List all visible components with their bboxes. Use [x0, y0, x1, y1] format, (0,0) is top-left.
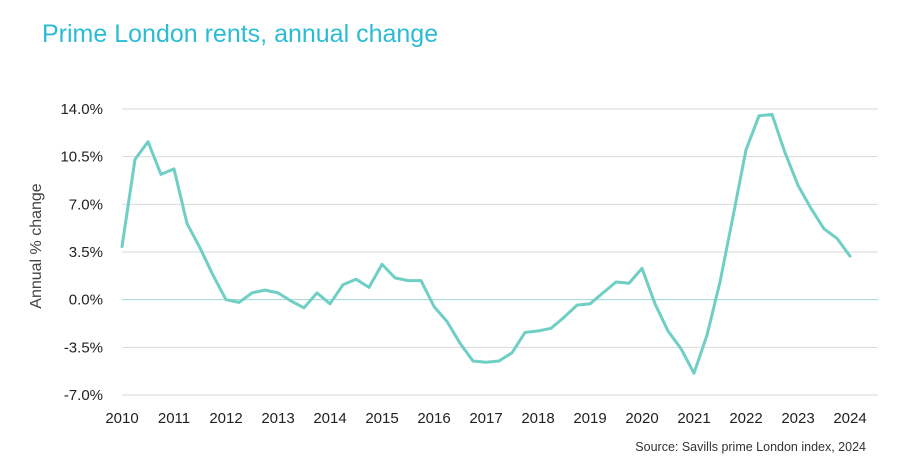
chart-title: Prime London rents, annual change: [42, 20, 439, 48]
x-tick-label: 2023: [781, 410, 814, 427]
x-tick-label: 2015: [365, 410, 398, 427]
y-tick-label: -7.0%: [64, 387, 103, 404]
x-tick-label: 2020: [625, 410, 658, 427]
x-tick-label: 2019: [573, 410, 606, 427]
x-tick-label: 2016: [417, 410, 450, 427]
x-tick-label: 2024: [833, 410, 866, 427]
series-line: [120, 112, 852, 375]
y-axis-title: Annual % change: [28, 183, 45, 309]
y-tick-label: -3.5%: [64, 339, 103, 356]
y-tick-label: 10.5%: [60, 149, 103, 166]
x-axis-ticks: 2010 2011 2012 2013 2014 2015 2016 2017 2018 2019…: [105, 410, 866, 427]
x-tick-label: 2012: [209, 410, 242, 427]
x-tick-label: 2022: [729, 410, 762, 427]
x-tick-label: 2017: [469, 410, 502, 427]
x-tick-label: 2018: [521, 410, 554, 427]
y-tick-label: 0.0%: [69, 292, 103, 309]
x-tick-label: 2014: [313, 410, 346, 427]
x-tick-label: 2010: [105, 410, 138, 427]
x-tick-label: 2021: [677, 410, 710, 427]
y-tick-label: 3.5%: [69, 244, 103, 261]
gridlines: [122, 108, 878, 396]
x-tick-label: 2011: [158, 410, 190, 427]
source-note: Source: Savills prime London index, 2024: [635, 440, 866, 454]
y-tick-label: 14.0%: [60, 101, 103, 118]
y-tick-label: 7.0%: [69, 196, 103, 213]
x-tick-label: 2013: [261, 410, 294, 427]
y-axis-ticks: 14.0% 10.5% 7.0% 3.5% 0.0% -3.5% -7.0%: [60, 101, 103, 404]
